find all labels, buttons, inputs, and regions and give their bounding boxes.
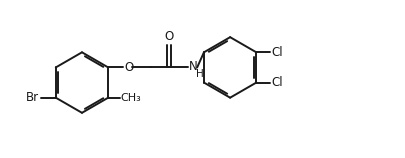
Text: O: O [124,61,134,74]
Text: H: H [195,69,203,79]
Text: Cl: Cl [270,46,282,59]
Text: CH₃: CH₃ [120,93,141,103]
Text: N: N [189,60,198,73]
Text: Br: Br [26,91,39,104]
Text: O: O [164,30,174,43]
Text: Cl: Cl [270,76,282,89]
